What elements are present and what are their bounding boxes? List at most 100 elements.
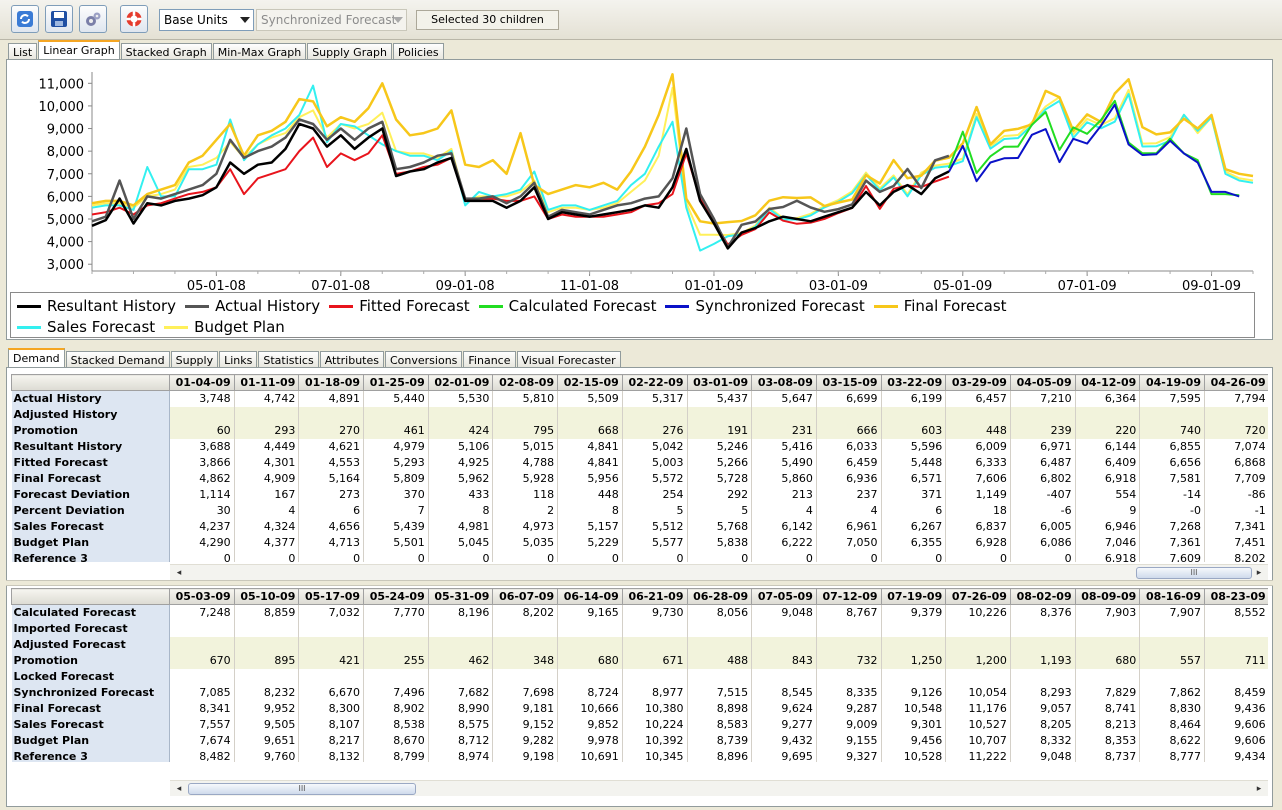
grid-cell[interactable] — [298, 636, 365, 653]
column-header[interactable]: 04-12-09 — [1074, 374, 1141, 391]
grid-cell[interactable]: 895 — [234, 652, 300, 669]
tab-linear-graph[interactable]: Linear Graph — [38, 40, 120, 60]
scroll-right-icon[interactable]: ▸ — [1256, 784, 1262, 794]
column-header[interactable]: 03-15-09 — [815, 374, 882, 391]
grid-cell[interactable] — [687, 406, 753, 423]
grid-cell[interactable]: 680 — [557, 652, 623, 669]
grid-cell[interactable] — [881, 406, 947, 423]
scroll-left-icon[interactable]: ◂ — [176, 784, 182, 794]
grid-cell[interactable]: 1,193 — [1010, 652, 1076, 669]
tab-min-max-graph[interactable]: Min-Max Graph — [212, 43, 307, 60]
column-header[interactable]: 03-01-09 — [686, 374, 753, 391]
column-header[interactable]: 03-08-09 — [751, 374, 817, 391]
grid-cell[interactable] — [751, 636, 817, 653]
column-header[interactable]: 04-26-09 — [1204, 374, 1268, 391]
column-header[interactable]: 03-22-09 — [880, 374, 947, 391]
grid-cell[interactable]: 668 — [557, 422, 623, 439]
column-header[interactable]: 02-22-09 — [621, 374, 688, 391]
column-header[interactable]: 01-11-09 — [233, 374, 300, 391]
column-header[interactable]: 02-15-09 — [557, 374, 623, 391]
grid-cell[interactable]: 488 — [687, 652, 753, 669]
grid-cell[interactable]: 348 — [492, 652, 559, 669]
grid-cell[interactable] — [234, 636, 300, 653]
column-header[interactable]: 02-08-09 — [492, 374, 559, 391]
forecast-select[interactable]: Synchronized Forecast — [256, 9, 407, 31]
column-header[interactable]: 08-09-09 — [1074, 588, 1141, 605]
grid-cell[interactable]: 843 — [751, 652, 817, 669]
column-header[interactable]: 02-01-09 — [427, 374, 494, 391]
tab-policies[interactable]: Policies — [392, 43, 444, 60]
grid-cell[interactable] — [1204, 636, 1268, 653]
tab-supply-graph[interactable]: Supply Graph — [307, 43, 392, 60]
scroll-thumb[interactable]: III — [1136, 567, 1252, 579]
grid-cell[interactable] — [622, 406, 688, 423]
settings-button[interactable] — [79, 5, 107, 33]
grid-cell[interactable] — [492, 406, 559, 423]
save-button[interactable] — [45, 5, 73, 33]
tab-links[interactable]: Links — [219, 351, 258, 368]
tab-stacked-demand[interactable]: Stacked Demand — [65, 351, 170, 368]
column-header[interactable]: 06-28-09 — [686, 588, 753, 605]
grid-cell[interactable]: 720 — [1204, 422, 1268, 439]
tab-attributes[interactable]: Attributes — [319, 351, 384, 368]
tab-stacked-graph[interactable]: Stacked Graph — [120, 43, 212, 60]
column-header[interactable]: 05-17-09 — [298, 588, 365, 605]
grid-cell[interactable]: 270 — [298, 422, 365, 439]
grid-cell[interactable]: 239 — [1010, 422, 1076, 439]
grid-cell[interactable]: 293 — [234, 422, 300, 439]
grid-cell[interactable] — [1204, 406, 1268, 423]
tab-list[interactable]: List — [8, 43, 38, 60]
grid-cell[interactable]: 1,200 — [945, 652, 1011, 669]
column-header[interactable]: 01-04-09 — [169, 374, 235, 391]
column-header[interactable]: 01-25-09 — [363, 374, 429, 391]
grid-cell[interactable] — [234, 406, 300, 423]
column-header[interactable]: 04-19-09 — [1139, 374, 1205, 391]
refresh-button[interactable] — [11, 5, 39, 33]
grid-cell[interactable]: 231 — [751, 422, 817, 439]
column-header[interactable]: 07-05-09 — [751, 588, 817, 605]
grid-cell[interactable]: 666 — [816, 422, 882, 439]
grid-cell[interactable]: 191 — [687, 422, 753, 439]
grid-cell[interactable]: 60 — [169, 422, 235, 439]
grid-cell[interactable] — [1010, 406, 1076, 423]
column-header[interactable]: 05-24-09 — [363, 588, 429, 605]
grid-cell[interactable]: 670 — [169, 652, 235, 669]
grid-cell[interactable] — [622, 636, 688, 653]
grid-cell[interactable] — [1139, 406, 1205, 423]
grid-cell[interactable]: 603 — [881, 422, 947, 439]
grid-cell[interactable]: 680 — [1075, 652, 1141, 669]
column-header[interactable]: 07-26-09 — [945, 588, 1011, 605]
grid-cell[interactable]: 671 — [622, 652, 688, 669]
grid-splitter[interactable] — [6, 580, 1273, 586]
grid-cell[interactable] — [816, 406, 882, 423]
grid-cell[interactable] — [428, 636, 494, 653]
column-header[interactable]: 06-14-09 — [557, 588, 623, 605]
column-header[interactable]: 01-18-09 — [298, 374, 365, 391]
grid-cell[interactable] — [492, 636, 559, 653]
tab-conversions[interactable]: Conversions — [385, 351, 463, 368]
units-select[interactable]: Base Units — [159, 9, 254, 31]
column-header[interactable]: 07-12-09 — [815, 588, 882, 605]
column-header[interactable]: 04-05-09 — [1009, 374, 1076, 391]
grid-cell[interactable] — [751, 406, 817, 423]
grid-cell[interactable]: 740 — [1139, 422, 1205, 439]
tab-statistics[interactable]: Statistics — [258, 351, 319, 368]
grid-cell[interactable]: 424 — [428, 422, 494, 439]
grid-cell[interactable]: 255 — [363, 652, 429, 669]
column-header[interactable]: 06-21-09 — [621, 588, 688, 605]
grid-cell[interactable]: 220 — [1075, 422, 1141, 439]
grid-cell[interactable]: 732 — [816, 652, 882, 669]
scroll-left-icon[interactable]: ◂ — [176, 568, 182, 578]
forecast-grid-hscroll[interactable]: ◂ III ▸ — [170, 780, 1268, 796]
history-grid-hscroll[interactable]: ◂ III ▸ — [170, 564, 1268, 580]
grid-cell[interactable] — [1075, 636, 1141, 653]
grid-cell[interactable]: 421 — [298, 652, 365, 669]
grid-cell[interactable] — [557, 406, 623, 423]
grid-cell[interactable] — [363, 636, 429, 653]
grid-cell[interactable] — [363, 406, 429, 423]
column-header[interactable]: 05-03-09 — [169, 588, 235, 605]
grid-cell[interactable] — [298, 406, 365, 423]
grid-cell[interactable]: 1,250 — [881, 652, 947, 669]
grid-cell[interactable] — [169, 636, 235, 653]
grid-cell[interactable] — [816, 636, 882, 653]
